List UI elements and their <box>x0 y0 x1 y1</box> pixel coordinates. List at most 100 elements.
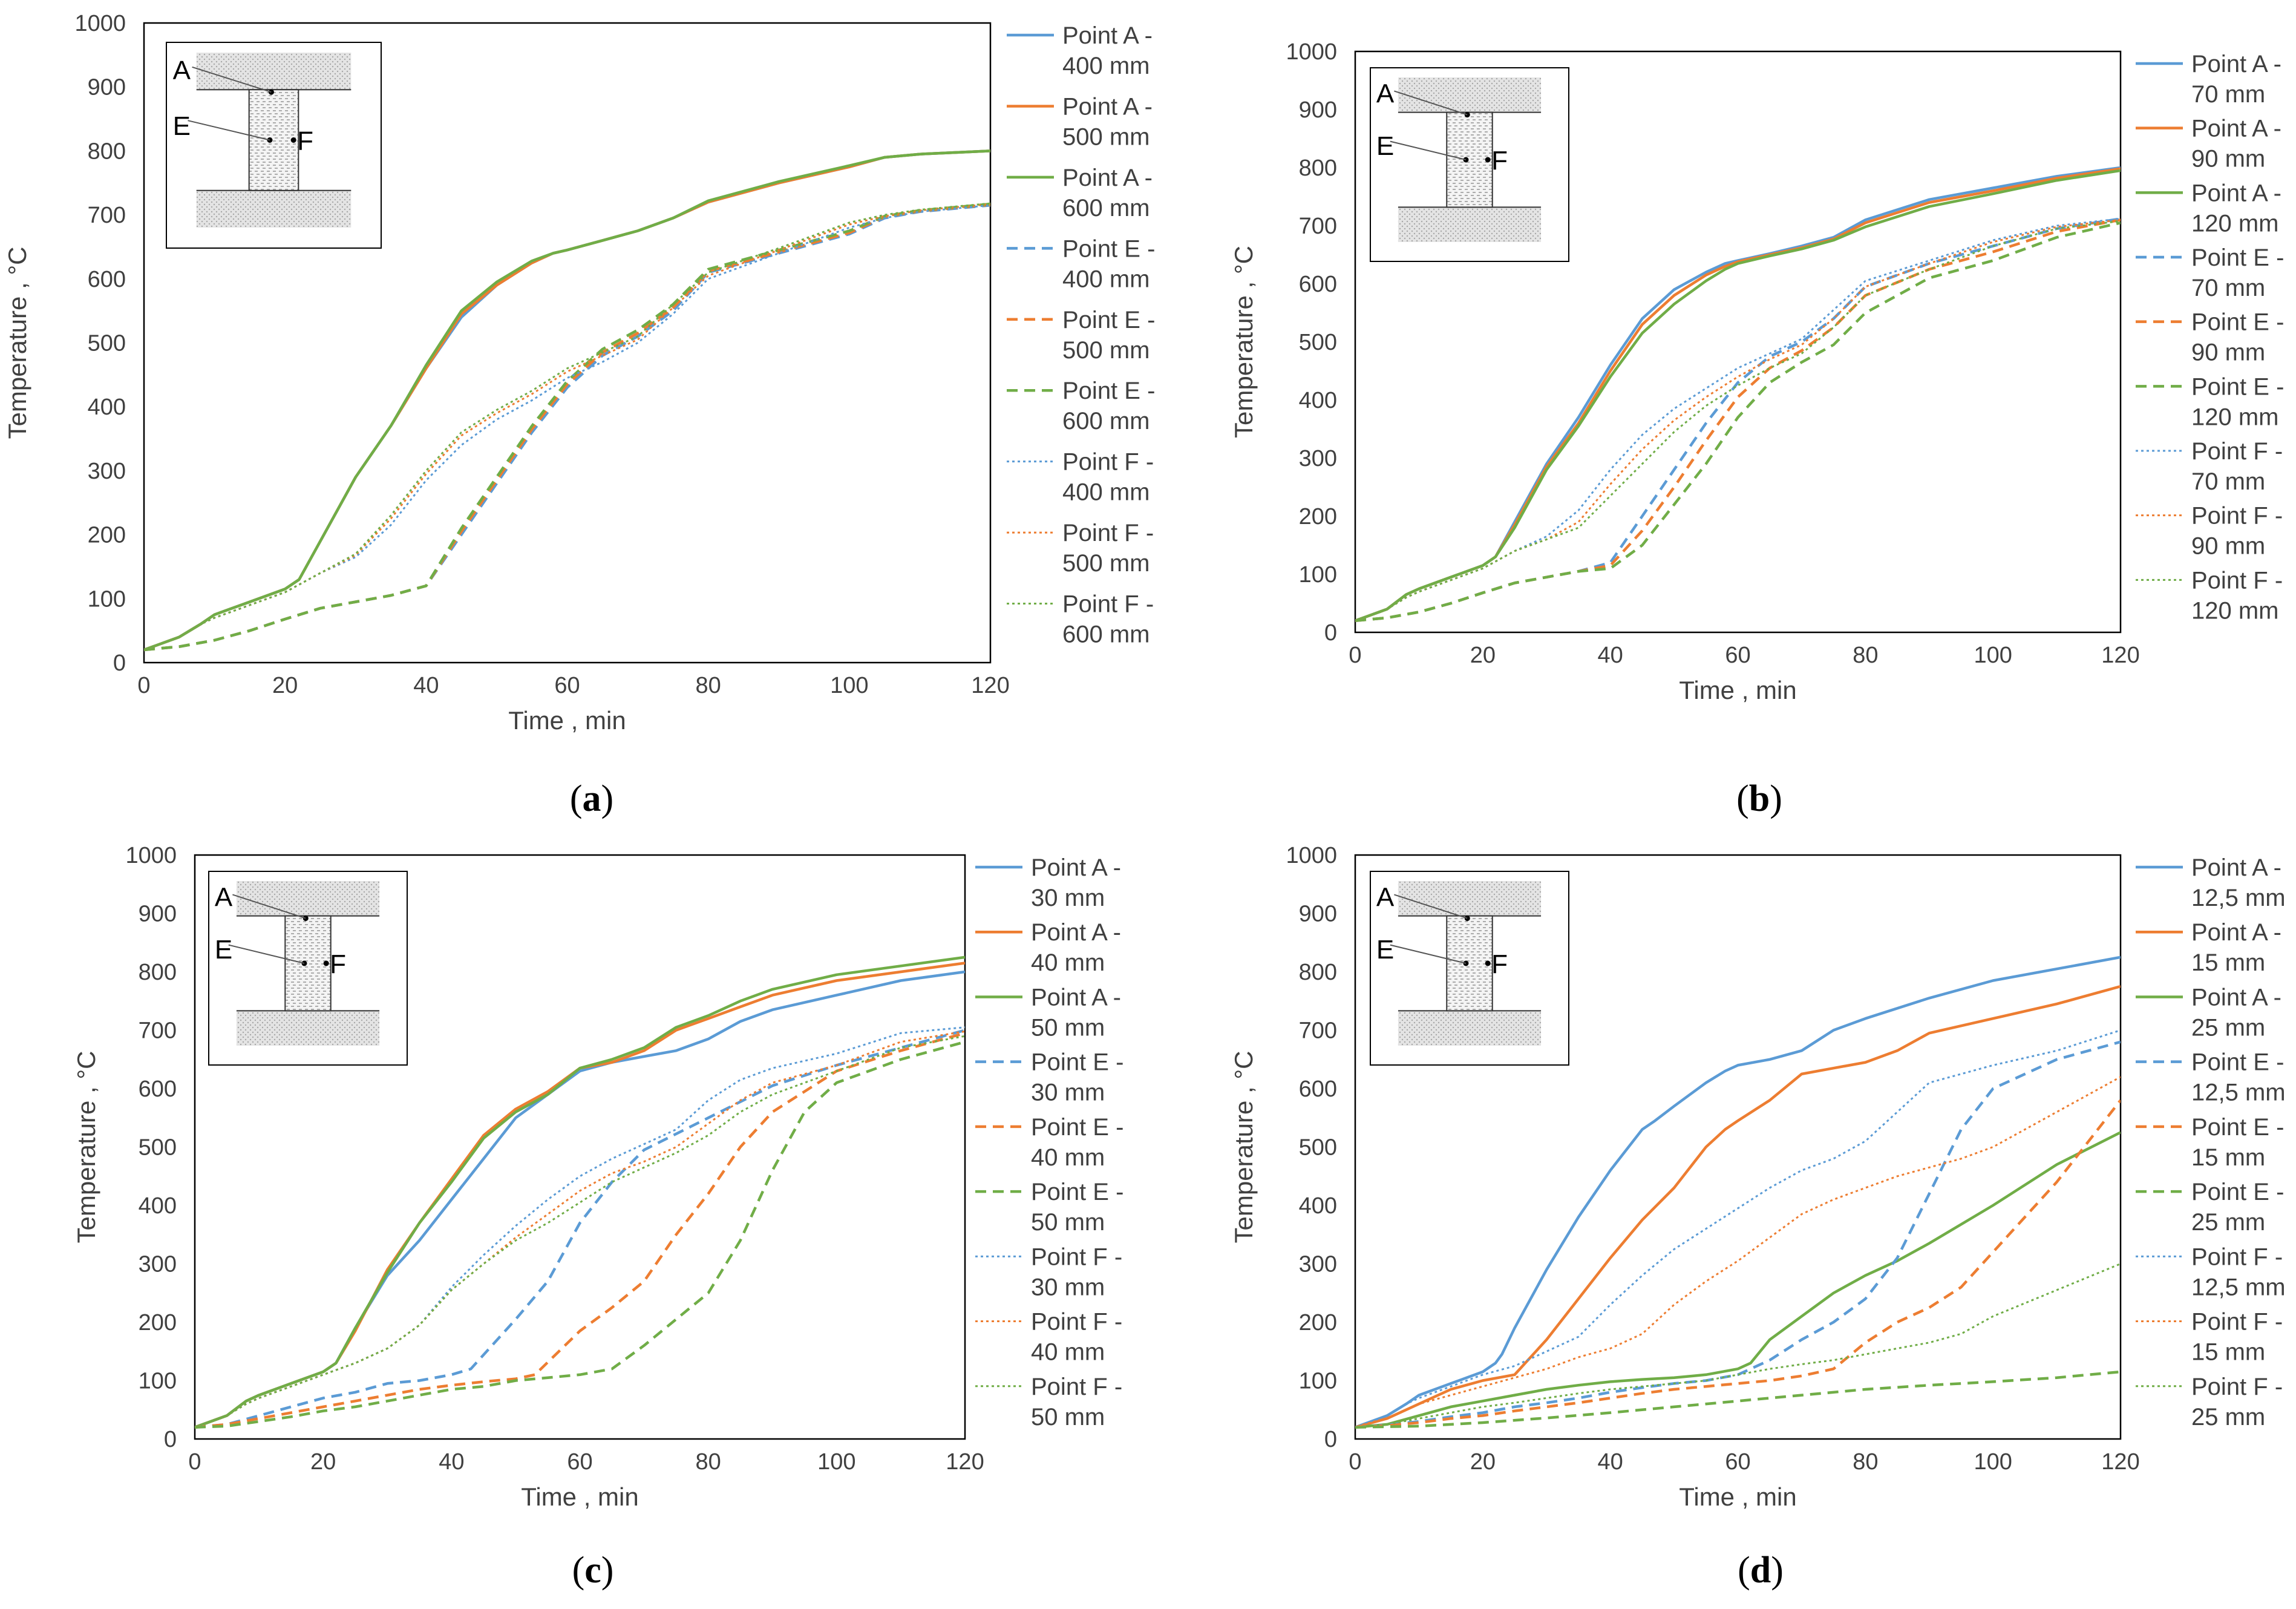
y-tick-label: 0 <box>1324 620 1337 646</box>
top-slab <box>196 53 352 90</box>
y-tick-label: 800 <box>1299 156 1337 181</box>
legend-entry-label: Point E -12,5 mm <box>2191 1049 2286 1106</box>
x-tick-label: 40 <box>1598 643 1623 668</box>
legend-entry-label: Point E -400 mm <box>1062 235 1155 292</box>
y-tick-label: 500 <box>1299 330 1337 355</box>
y-tick-label: 0 <box>1324 1427 1337 1452</box>
chart-panel-c: 0 100 200 300 400 500 600 700 800 900 1000 0 20 40 60 8… <box>72 843 1123 1591</box>
chart-panel-d: 0 100 200 300 400 500 600 700 800 900 1000 0 20 40 60 8… <box>1229 843 2286 1591</box>
bottom-slab <box>196 190 352 228</box>
inset-label-f: F <box>1491 146 1508 175</box>
legend-entry-label: Point F -12,5 mm <box>2191 1244 2286 1300</box>
y-tick-label: 0 <box>113 650 126 676</box>
panel-letter: (b) <box>1736 778 1782 819</box>
leader-e <box>188 120 270 141</box>
y-axis-label: Temperature , °C <box>1229 246 1258 438</box>
y-tick-label: 100 <box>1299 562 1337 588</box>
y-axis-label: Temperature , °C <box>1229 1051 1258 1244</box>
legend-entry-label: Point F -120 mm <box>2191 567 2283 624</box>
series-line <box>195 1032 965 1429</box>
legend-entry-label: Point A -90 mm <box>2191 116 2281 172</box>
legend: Point A -12,5 mm Point A -15 mm Point A -2… <box>2136 854 2286 1430</box>
y-tick-label: 300 <box>139 1252 177 1277</box>
y-tick-label: 100 <box>139 1369 177 1394</box>
x-tick-label: 60 <box>554 673 580 698</box>
legend-entry-label: Point E -40 mm <box>1031 1114 1123 1171</box>
x-tick-label: 120 <box>971 673 1009 698</box>
y-tick-label: 1000 <box>1286 39 1337 65</box>
series-line <box>1355 218 2121 623</box>
y-tick-label: 400 <box>1299 1193 1337 1219</box>
x-tick-label: 40 <box>439 1449 464 1475</box>
y-tick-label: 700 <box>1299 214 1337 239</box>
x-tick-label: 80 <box>1853 1449 1878 1475</box>
panel-letter: (c) <box>572 1550 614 1591</box>
legend-entry-label: Point E -15 mm <box>2191 1114 2284 1171</box>
inset-label-a: A <box>1376 883 1395 913</box>
leader-a <box>232 894 306 919</box>
series-line <box>1355 1370 2121 1429</box>
section-inset: AE F <box>208 871 408 1066</box>
section-inset: AE F <box>1370 871 1569 1066</box>
legend-entry-label: Point A -30 mm <box>1031 854 1121 911</box>
leader-a <box>1394 894 1468 919</box>
legend-entry-label: Point A -40 mm <box>1031 919 1121 976</box>
y-tick-label: 800 <box>1299 960 1337 985</box>
leader-e <box>1390 140 1467 160</box>
wall <box>1446 915 1493 1012</box>
series-line <box>144 202 990 652</box>
plot-frame <box>1354 854 2122 1440</box>
point-marker <box>323 960 329 966</box>
series-line <box>195 1035 965 1429</box>
x-tick-label: 0 <box>1349 643 1361 668</box>
section-inset: AE F <box>1370 67 1569 262</box>
inset-label-e: E <box>1376 131 1394 161</box>
series-line <box>1355 221 2121 623</box>
leader-e <box>228 944 305 964</box>
x-axis-label: Time , min <box>508 706 626 735</box>
chart-panel-a: 0 100 200 300 400 500 600 700 800 900 1000 0 20 40 60 8… <box>3 11 1155 819</box>
legend: Point A -70 mm Point A -90 mm Point A -120… <box>2136 51 2284 624</box>
panel-letter: (a) <box>570 778 613 819</box>
series-line <box>1355 955 2121 1429</box>
leader-a <box>1394 90 1468 116</box>
legend-entry-label: Point F -25 mm <box>2191 1374 2283 1430</box>
legend-entry-label: Point F -400 mm <box>1062 449 1154 506</box>
series-line <box>1355 985 2121 1429</box>
inset-label-a: A <box>173 56 191 85</box>
series-group <box>195 955 965 1429</box>
point-marker <box>290 137 296 143</box>
inset-label-f: F <box>330 949 346 979</box>
legend-entry-label: Point E -25 mm <box>2191 1179 2284 1236</box>
inset-label-a: A <box>1376 79 1395 109</box>
legend-entry-label: Point A -25 mm <box>2191 984 2281 1041</box>
legend-entry-label: Point F -15 mm <box>2191 1309 2283 1366</box>
y-tick-label: 700 <box>88 203 126 228</box>
legend-entry-label: Point E -70 mm <box>2191 244 2284 301</box>
legend-entry-label: Point F -500 mm <box>1062 520 1154 577</box>
legend-entry-label: Point E -30 mm <box>1031 1049 1123 1106</box>
y-axis-label: Temperature , °C <box>72 1051 100 1244</box>
x-tick-label: 100 <box>830 673 868 698</box>
chart-panel-b: 0 100 200 300 400 500 600 700 800 900 1000 0 20 40 60 8… <box>1229 39 2284 819</box>
inset-label-f: F <box>297 126 313 156</box>
y-tick-label: 200 <box>139 1310 177 1335</box>
x-axis-label: Time , min <box>1679 676 1796 704</box>
bottom-slab <box>1398 1011 1542 1046</box>
legend: Point A -30 mm Point A -40 mm Point A -50 … <box>975 854 1123 1430</box>
x-tick-label: 20 <box>310 1449 336 1475</box>
x-tick-label: 0 <box>188 1449 201 1475</box>
series-group <box>144 149 990 652</box>
x-axis-label: Time , min <box>1679 1483 1796 1511</box>
legend-entry-label: Point F -70 mm <box>2191 438 2283 495</box>
x-tick-label: 60 <box>1725 643 1750 668</box>
x-tick-label: 80 <box>1853 643 1878 668</box>
legend: Point A -400 mm Point A -500 mm Point A -6… <box>1007 22 1155 648</box>
bottom-slab <box>236 1011 380 1046</box>
y-tick-label: 300 <box>88 459 126 484</box>
x-tick-label: 0 <box>1349 1449 1361 1475</box>
plot-frame <box>143 22 992 664</box>
y-tick-label: 500 <box>139 1135 177 1161</box>
series-line <box>144 149 990 652</box>
